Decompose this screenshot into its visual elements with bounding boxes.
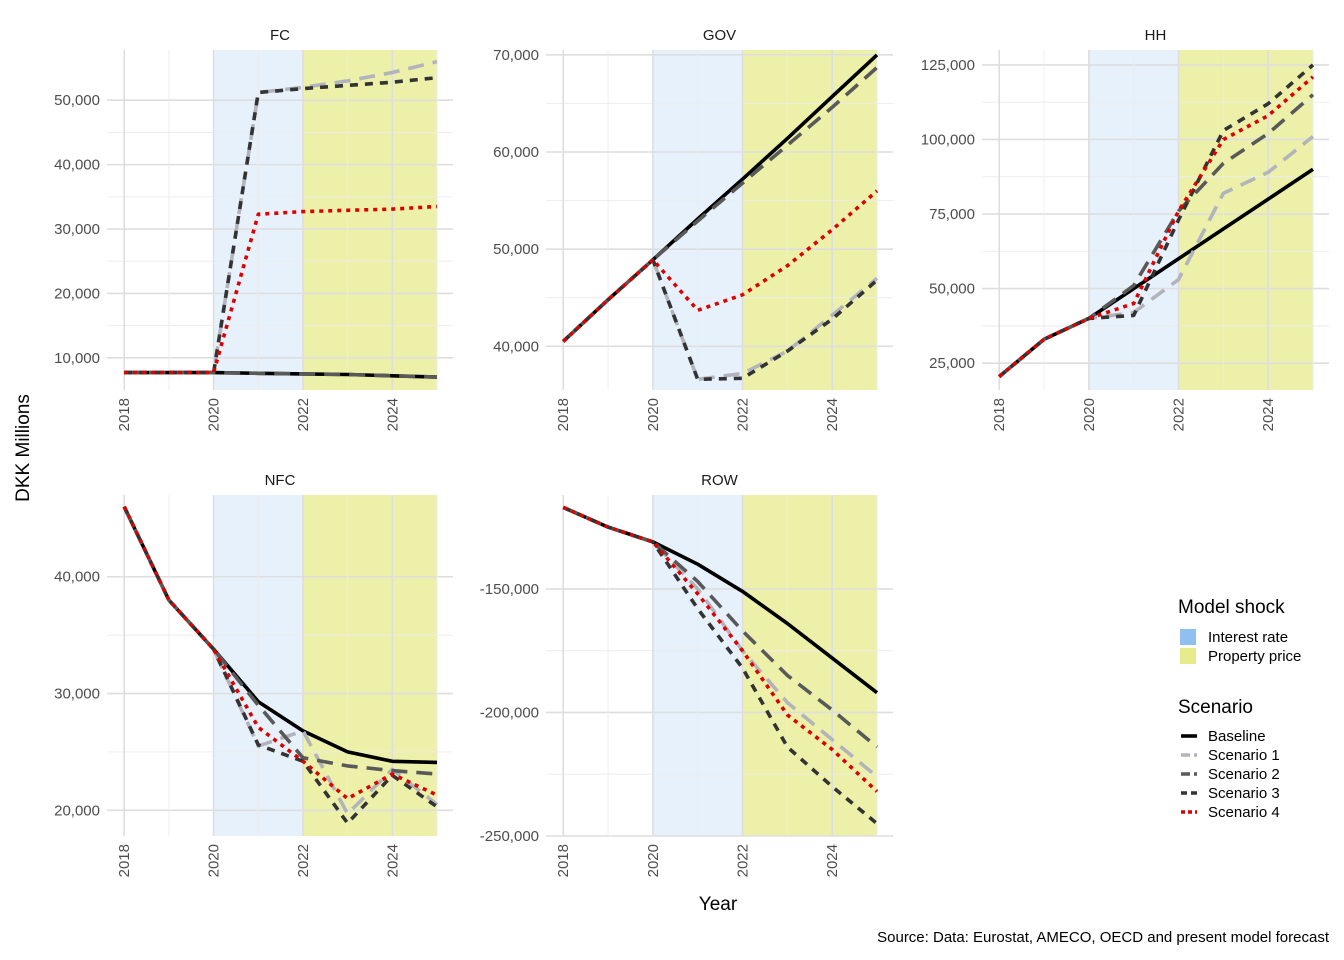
panel-nfc: NFC 20,000 30,000 40,000 2018 2020 2022 2024 (54, 472, 453, 877)
series-line-scenario-3 (122, 505, 439, 826)
x-tick-label: 2018 (555, 844, 572, 877)
y-tick-label: 40,000 (54, 157, 100, 174)
y-tick-label: -250,000 (480, 828, 539, 845)
series-line-scenario-3 (561, 257, 879, 382)
y-axis-title: DKK Millions (13, 394, 34, 502)
legend-key-property-price (1180, 648, 1196, 664)
series-line-scenario-3 (124, 75, 438, 375)
legend-key-interest-rate (1180, 629, 1196, 645)
x-tick-label: 2024 (384, 844, 401, 877)
y-tick-label: 125,000 (921, 57, 975, 74)
panel-title-nfc: NFC (265, 472, 296, 489)
legend-label-scenario-4: Scenario 4 (1208, 804, 1280, 821)
y-tick-label: 70,000 (493, 47, 539, 64)
y-tick-label: 30,000 (54, 221, 100, 238)
shock-band-property-price (302, 50, 437, 390)
x-tick-label: 2024 (824, 844, 841, 877)
series-line-scenario-4 (122, 505, 438, 801)
x-tick-label: 2022 (295, 844, 312, 877)
legend-label-scenario-1: Scenario 1 (1208, 747, 1280, 764)
y-tick-label: 60,000 (493, 144, 539, 161)
y-tick-label: 30,000 (54, 686, 100, 703)
panel-fc: FC 10,000 20,000 30,000 40,000 50,000 2018 2020… (54, 27, 453, 431)
panel-gov: GOV 40,000 50,000 60,000 70,000 2018 2020 2022 2… (493, 27, 893, 431)
y-tick-label: 100,000 (921, 131, 975, 148)
shock-band-property-price (1178, 50, 1313, 390)
shock-legend-title: Model shock (1178, 597, 1285, 618)
x-axis-title: Year (699, 894, 738, 915)
x-tick-label: 2020 (645, 398, 662, 431)
legend-label-property-price: Property price (1208, 648, 1301, 665)
x-tick-label: 2022 (735, 398, 752, 431)
series-line-scenario-2 (561, 66, 879, 343)
y-tick-label: 40,000 (54, 569, 100, 586)
x-tick-label: 2024 (824, 398, 841, 431)
x-tick-label: 2018 (991, 398, 1008, 431)
series-line-scenario-4 (124, 204, 438, 375)
x-tick-label: 2018 (116, 398, 133, 431)
series-line-scenario-3 (562, 505, 879, 825)
series-line-scenario-1 (998, 135, 1315, 378)
panel-title-hh: HH (1145, 27, 1167, 44)
y-tick-label: 10,000 (54, 350, 100, 367)
source-caption: Source: Data: Eurostat, AMECO, OECD and … (877, 929, 1330, 946)
y-tick-label: 25,000 (929, 355, 975, 372)
y-tick-label: 20,000 (54, 285, 100, 302)
x-tick-label: 2020 (206, 844, 223, 877)
y-tick-label: 40,000 (493, 338, 539, 355)
x-tick-label: 2018 (116, 844, 133, 877)
series-line-scenario-4 (562, 505, 879, 793)
series-line-scenario-4 (998, 75, 1315, 378)
legend-label-baseline: Baseline (1208, 728, 1266, 745)
series-line-scenario-2 (122, 505, 438, 776)
legend-label-interest-rate: Interest rate (1208, 629, 1288, 646)
y-tick-label: 75,000 (929, 206, 975, 223)
legend-label-scenario-2: Scenario 2 (1208, 766, 1280, 783)
y-tick-label: 50,000 (493, 241, 539, 258)
x-tick-label: 2020 (1081, 398, 1098, 431)
x-tick-label: 2020 (206, 398, 223, 431)
x-tick-label: 2018 (555, 398, 572, 431)
series-line-scenario-2 (998, 93, 1315, 378)
shock-legend-keys: Interest rate Property price (1180, 629, 1301, 665)
y-tick-label: 50,000 (54, 92, 100, 109)
scenario-legend-title: Scenario (1178, 697, 1253, 718)
panel-hh: HH 25,000 50,000 75,000 100,000 125,000 2018 20… (921, 27, 1329, 431)
y-tick-label: -200,000 (480, 704, 539, 721)
y-tick-label: 50,000 (929, 281, 975, 298)
x-tick-label: 2024 (384, 398, 401, 431)
x-tick-label: 2022 (1171, 398, 1188, 431)
x-tick-label: 2022 (735, 844, 752, 877)
panel-row: ROW -150,000 -200,000 -250,000 2018 2020 2022 2… (480, 472, 893, 877)
panel-title-row: ROW (701, 472, 739, 489)
x-tick-label: 2022 (295, 398, 312, 431)
x-tick-label: 2020 (645, 844, 662, 877)
legend-label-scenario-3: Scenario 3 (1208, 785, 1280, 802)
shock-band-property-price (742, 495, 877, 836)
series-line-baseline (561, 53, 879, 343)
panels: FC 10,000 20,000 30,000 40,000 50,000 2018 2020… (54, 27, 1329, 877)
scenario-legend-keys: Baseline Scenario 1 Scenario 2 Scenario 3 Sc… (1181, 728, 1280, 821)
y-tick-label: -150,000 (480, 581, 539, 598)
y-tick-label: 20,000 (54, 802, 100, 819)
shock-band-property-price (742, 50, 877, 390)
panel-title-gov: GOV (703, 27, 736, 44)
x-tick-label: 2024 (1260, 398, 1277, 431)
panel-title-fc: FC (270, 27, 290, 44)
